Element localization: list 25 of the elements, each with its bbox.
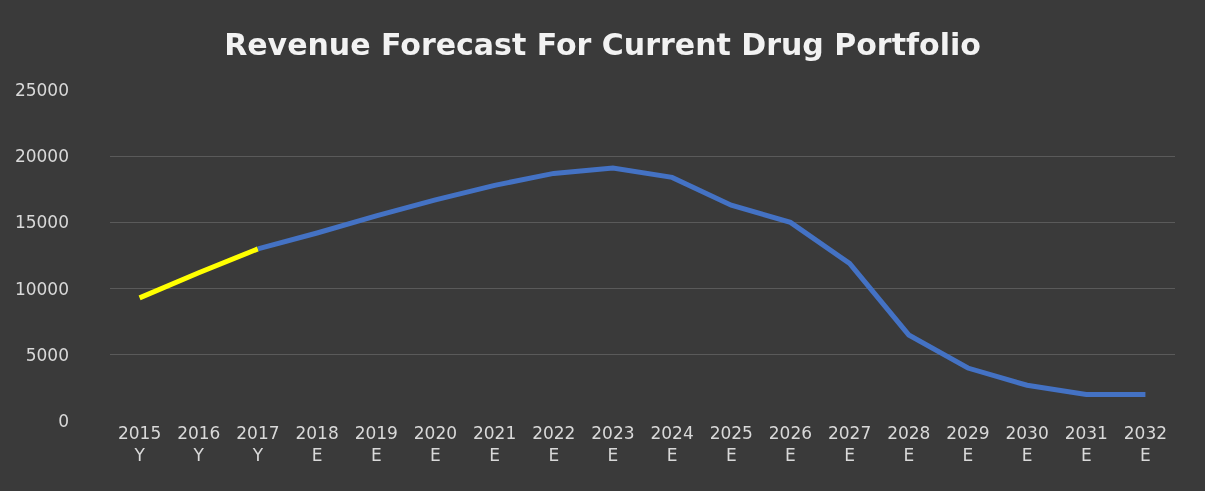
x-tick-label: 2020 E xyxy=(413,423,458,466)
x-tick-label: 2019 E xyxy=(354,423,398,466)
x-tick-label: 2017 Y xyxy=(236,423,280,466)
x-tick-label: 2022 E xyxy=(532,423,576,466)
y-tick-label: 15000 xyxy=(14,212,69,233)
y-tick-label: 20000 xyxy=(14,146,69,167)
x-tick-label: 2029 E xyxy=(946,423,990,466)
x-tick-label: 2021 E xyxy=(472,423,517,466)
y-tick-label: 25000 xyxy=(14,79,69,100)
y-tick-label: 0 xyxy=(58,410,69,431)
x-tick-label: 2027 E xyxy=(827,423,872,466)
x-tick-label: 2028 E xyxy=(887,423,931,466)
y-tick-label: 5000 xyxy=(25,344,69,365)
x-tick-label: 2023 E xyxy=(591,423,635,466)
chart-title: Revenue Forecast For Current Drug Portfolio xyxy=(224,27,981,63)
x-tick-label: 2016 Y xyxy=(177,423,221,466)
x-tick-label: 2018 E xyxy=(295,423,339,466)
x-tick-label: 2024 E xyxy=(650,423,694,466)
x-tick-label: 2032 E xyxy=(1123,423,1168,466)
x-tick-label: 2015 Y xyxy=(117,423,162,466)
y-tick-label: 10000 xyxy=(14,278,69,299)
x-tick-label: 2025 E xyxy=(709,423,753,466)
x-tick-label: 2026 E xyxy=(768,423,813,466)
x-tick-label: 2030 E xyxy=(1005,423,1049,466)
x-tick-label: 2031 E xyxy=(1064,423,1108,466)
